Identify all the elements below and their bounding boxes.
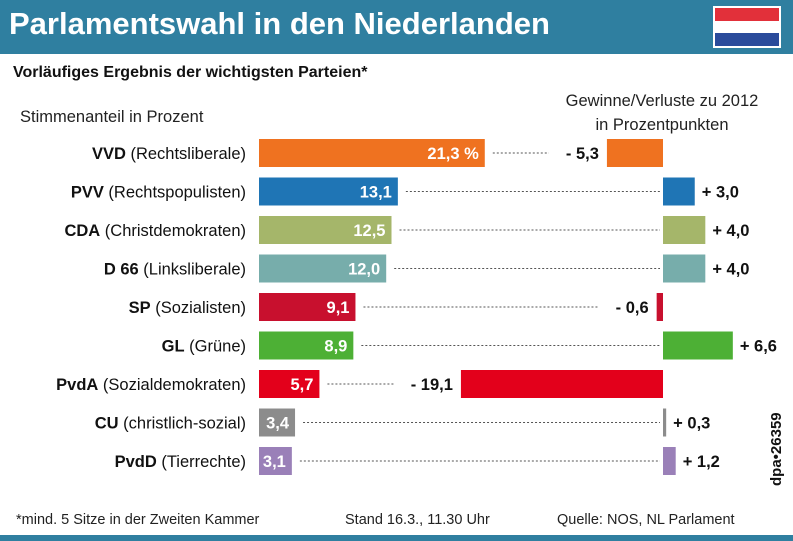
share-bar-d66 <box>259 254 387 283</box>
change-bar-sp <box>656 293 663 321</box>
flag-stripe-blue <box>715 33 779 46</box>
flag-stripe-red <box>715 8 779 21</box>
change-bar-vvd <box>606 139 663 167</box>
chart-title: Parlamentswahl in den Niederlanden <box>9 6 550 41</box>
dpa-credit: dpa•26359 <box>768 412 785 486</box>
share-label-pvda: 5,7 <box>290 376 313 394</box>
change-label-sp: - 0,6 <box>616 299 649 317</box>
change-label-pvda: - 19,1 <box>411 376 453 394</box>
share-bar-vvd <box>259 139 485 167</box>
change-label-cu: + 0,3 <box>673 415 710 433</box>
change-bar-pvdd <box>663 447 676 475</box>
change-label-pvdd: + 1,2 <box>683 453 720 471</box>
party-label-pvv: PVV (Rechtspopulisten) <box>71 184 246 202</box>
flag-stripe-white <box>715 20 779 34</box>
share-label-vvd: 21,3 % <box>427 145 479 163</box>
change-label-vvd: - 5,3 <box>566 145 599 163</box>
share-label-gl: 8,9 <box>324 338 347 356</box>
share-label-pvv: 13,1 <box>360 184 392 202</box>
share-bar-gl <box>259 331 354 360</box>
party-label-pvdd: PvdD (Tierrechte) <box>115 453 246 471</box>
share-bar-cu <box>259 408 296 437</box>
right-header-line-1: Gewinne/Verluste zu 2012 <box>565 92 759 110</box>
source-note: Quelle: NOS, NL Parlament <box>557 512 735 528</box>
right-axis-header: Gewinne/Verluste zu 2012 in Prozentpunkt… <box>527 89 793 137</box>
share-bar-pvdd <box>259 447 292 475</box>
party-label-pvda: PvdA (Sozialdemokraten) <box>56 376 246 394</box>
change-label-d66: + 4,0 <box>712 261 749 279</box>
share-bar-pvda <box>259 370 320 398</box>
stand-timestamp: Stand 16.3., 11.30 Uhr <box>345 512 490 528</box>
party-label-cda: CDA (Christdemokraten) <box>64 222 246 240</box>
share-label-cda: 12,5 <box>353 222 385 240</box>
party-label-d66: D 66 (Linksliberale) <box>104 261 246 279</box>
change-label-cda: + 4,0 <box>712 222 749 240</box>
share-label-pvdd: 3,1 <box>263 453 286 471</box>
change-bar-cda <box>663 216 706 244</box>
change-bar-gl <box>663 331 733 360</box>
change-bar-cu <box>663 408 667 437</box>
share-bar-cda <box>259 216 392 244</box>
share-label-cu: 3,4 <box>266 415 290 433</box>
change-bar-d66 <box>663 254 706 283</box>
change-bar-pvv <box>663 177 695 206</box>
party-label-vvd: VVD (Rechtsliberale) <box>92 145 246 163</box>
header-bar: Parlamentswahl in den Niederlanden <box>0 0 793 54</box>
change-label-gl: + 6,6 <box>740 338 777 356</box>
footnote: *mind. 5 Sitze in der Zweiten Kammer <box>16 512 260 528</box>
right-header-line-2: in Prozentpunkten <box>595 116 729 134</box>
party-label-gl: GL (Grüne) <box>162 338 246 356</box>
share-bar-pvv <box>259 177 398 206</box>
bottom-bar <box>0 535 793 541</box>
share-label-sp: 9,1 <box>327 299 350 317</box>
party-label-cu: CU (christlich-sozial) <box>95 415 246 433</box>
change-bar-pvda <box>460 370 663 398</box>
left-axis-header: Stimmenanteil in Prozent <box>20 108 204 126</box>
netherlands-flag-icon <box>713 6 781 48</box>
change-label-pvv: + 3,0 <box>702 184 739 202</box>
share-label-d66: 12,0 <box>348 261 380 279</box>
share-bar-sp <box>259 293 356 321</box>
party-label-sp: SP (Sozialisten) <box>129 299 246 317</box>
chart-subtitle: Vorläufiges Ergebnis der wichtigsten Par… <box>13 64 368 81</box>
